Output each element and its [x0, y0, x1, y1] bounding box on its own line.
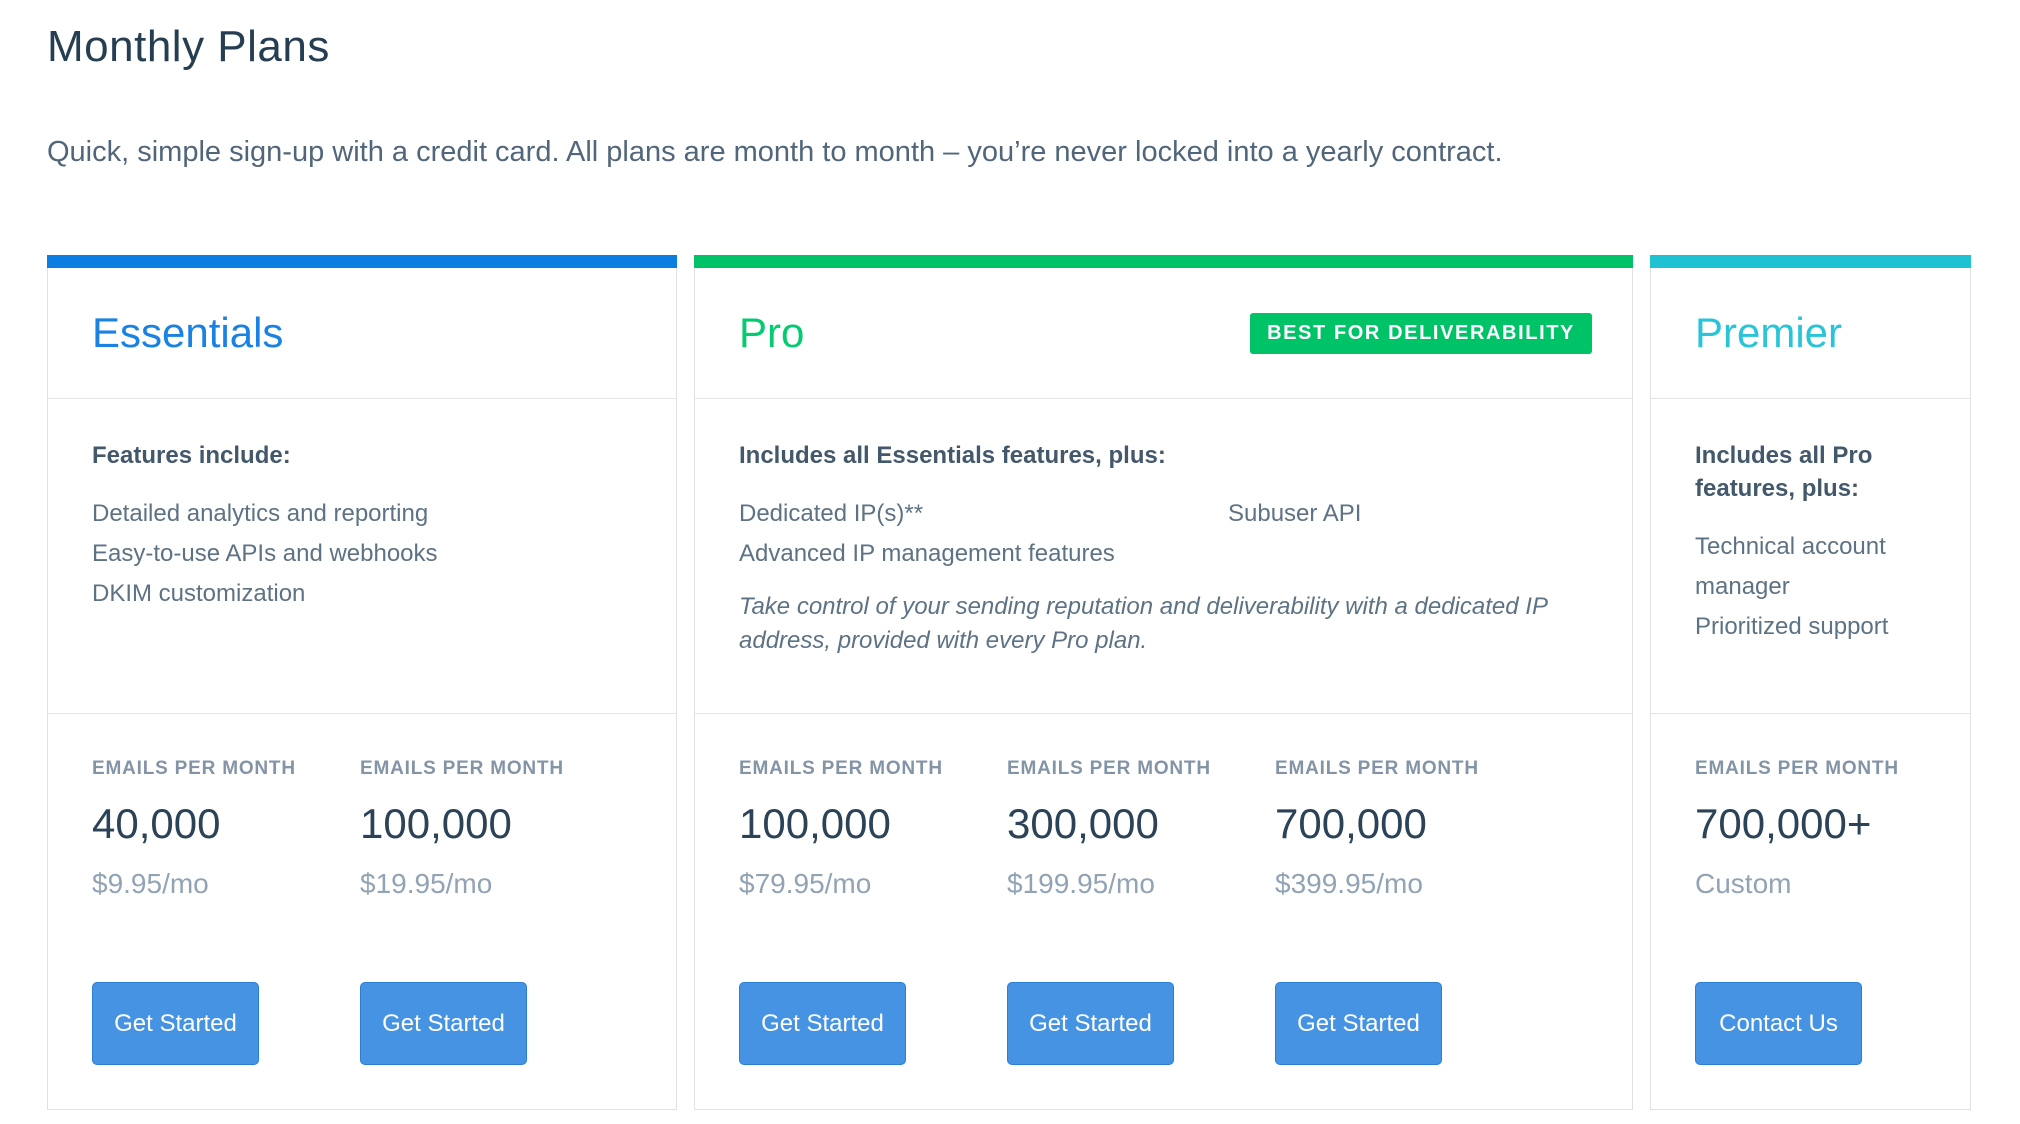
- tier-volume: 100,000: [360, 800, 512, 847]
- pro-accent-bar: [694, 255, 1633, 268]
- best-for-deliverability-badge: BEST FOR DELIVERABILITY: [1250, 312, 1592, 354]
- feature-item: DKIM customization: [92, 580, 306, 607]
- premier-accent-bar: [1650, 255, 1971, 268]
- feature-item: Technical account manager: [1695, 533, 1886, 600]
- plan-cards: Essentials Features include: Detailed an…: [47, 255, 1971, 1110]
- tier-price: $9.95/mo: [92, 868, 209, 899]
- essentials-tier-2-get-started-button[interactable]: Get Started: [360, 982, 527, 1065]
- essentials-accent-bar: [47, 255, 677, 268]
- pro-plan-name: Pro: [739, 309, 805, 356]
- essentials-tier-2: EMAILS PER MONTH 100,000 $19.95/mo Get S…: [360, 758, 628, 1109]
- feature-item: Dedicated IP(s)**: [739, 500, 924, 527]
- premier-tier-1: EMAILS PER MONTH 700,000+ Custom Contact…: [1695, 758, 1940, 1109]
- essentials-card-body: Essentials Features include: Detailed an…: [47, 268, 677, 1110]
- pro-feature-columns: Dedicated IP(s)** Advanced IP management…: [739, 494, 1588, 574]
- tier-price: Custom: [1695, 868, 1792, 899]
- plan-card-essentials: Essentials Features include: Detailed an…: [47, 255, 677, 1110]
- emails-per-month-label: EMAILS PER MONTH: [1007, 758, 1211, 779]
- pro-tier-3: EMAILS PER MONTH 700,000 $399.95/mo Get …: [1275, 758, 1543, 1109]
- emails-per-month-label: EMAILS PER MONTH: [1695, 758, 1899, 779]
- emails-per-month-label: EMAILS PER MONTH: [360, 758, 564, 779]
- feature-item: Prioritized support: [1695, 613, 1889, 640]
- premier-pricing: EMAILS PER MONTH 700,000+ Custom Contact…: [1651, 713, 1970, 1109]
- emails-per-month-label: EMAILS PER MONTH: [739, 758, 943, 779]
- essentials-header: Essentials: [48, 268, 676, 398]
- tier-volume: 300,000: [1007, 800, 1159, 847]
- feature-item: Detailed analytics and reporting: [92, 500, 429, 527]
- essentials-features-heading: Features include:: [92, 442, 291, 469]
- plan-card-premier: Premier Includes all Pro features, plus:…: [1650, 255, 1971, 1110]
- pro-features: Includes all Essentials features, plus: …: [695, 398, 1632, 713]
- tier-volume: 700,000: [1275, 800, 1427, 847]
- pro-card-body: Pro BEST FOR DELIVERABILITY Includes all…: [694, 268, 1633, 1110]
- pro-tier-2-get-started-button[interactable]: Get Started: [1007, 982, 1174, 1065]
- feature-item: Advanced IP management features: [739, 540, 1115, 567]
- tier-price: $19.95/mo: [360, 868, 493, 899]
- feature-item: Easy-to-use APIs and webhooks: [92, 540, 438, 567]
- tier-price: $399.95/mo: [1275, 868, 1423, 899]
- tier-volume: 100,000: [739, 800, 891, 847]
- pro-tier-3-get-started-button[interactable]: Get Started: [1275, 982, 1442, 1065]
- pro-tier-1: EMAILS PER MONTH 100,000 $79.95/mo Get S…: [739, 758, 1007, 1109]
- pro-tier-1-get-started-button[interactable]: Get Started: [739, 982, 906, 1065]
- tier-volume: 40,000: [92, 800, 221, 847]
- essentials-tier-1: EMAILS PER MONTH 40,000 $9.95/mo Get Sta…: [92, 758, 360, 1109]
- pro-pricing: EMAILS PER MONTH 100,000 $79.95/mo Get S…: [695, 713, 1632, 1109]
- premier-features-heading: Includes all Pro features, plus:: [1695, 442, 1873, 502]
- essentials-plan-name: Essentials: [92, 309, 284, 356]
- premier-features: Includes all Pro features, plus: Technic…: [1651, 398, 1970, 713]
- essentials-pricing: EMAILS PER MONTH 40,000 $9.95/mo Get Sta…: [48, 713, 676, 1109]
- page-title: Monthly Plans: [47, 22, 330, 71]
- pro-feature-column-left: Dedicated IP(s)** Advanced IP management…: [739, 494, 1228, 574]
- premier-plan-name: Premier: [1695, 309, 1843, 356]
- premier-header: Premier: [1651, 268, 1970, 398]
- plan-card-pro: Pro BEST FOR DELIVERABILITY Includes all…: [694, 255, 1633, 1110]
- emails-per-month-label: EMAILS PER MONTH: [1275, 758, 1479, 779]
- pro-header: Pro BEST FOR DELIVERABILITY: [695, 268, 1632, 398]
- pro-features-heading: Includes all Essentials features, plus:: [739, 442, 1166, 469]
- pro-dedicated-ip-note: Take control of your sending reputation …: [739, 593, 1548, 654]
- tier-price: $199.95/mo: [1007, 868, 1155, 899]
- essentials-tier-1-get-started-button[interactable]: Get Started: [92, 982, 259, 1065]
- tier-volume: 700,000+: [1695, 800, 1872, 847]
- pro-tier-2: EMAILS PER MONTH 300,000 $199.95/mo Get …: [1007, 758, 1275, 1109]
- pro-feature-column-right: Subuser API: [1228, 494, 1588, 574]
- page-subtitle: Quick, simple sign-up with a credit card…: [47, 136, 1503, 168]
- premier-contact-us-button[interactable]: Contact Us: [1695, 982, 1862, 1065]
- tier-price: $79.95/mo: [739, 868, 872, 899]
- premier-card-body: Premier Includes all Pro features, plus:…: [1650, 268, 1971, 1110]
- feature-item: Subuser API: [1228, 500, 1362, 527]
- essentials-features: Features include: Detailed analytics and…: [48, 398, 676, 713]
- emails-per-month-label: EMAILS PER MONTH: [92, 758, 296, 779]
